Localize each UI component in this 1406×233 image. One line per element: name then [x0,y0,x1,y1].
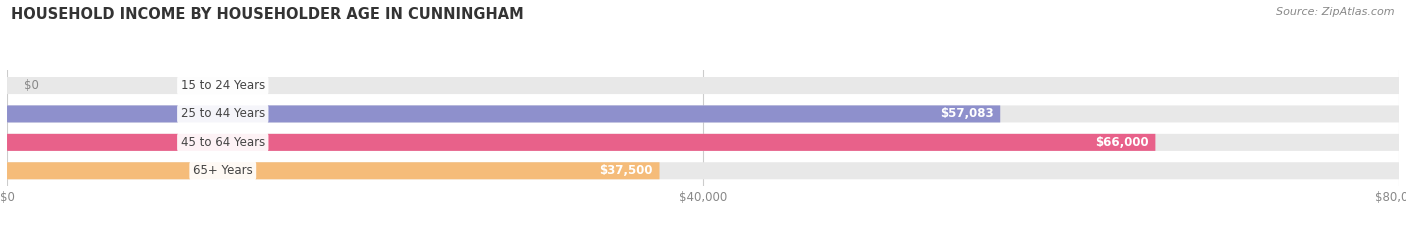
FancyBboxPatch shape [7,134,1156,151]
FancyBboxPatch shape [7,77,1399,94]
Text: $0: $0 [24,79,38,92]
FancyBboxPatch shape [7,134,1399,151]
Text: 15 to 24 Years: 15 to 24 Years [180,79,264,92]
FancyBboxPatch shape [7,105,1399,123]
Text: $37,500: $37,500 [599,164,652,177]
Text: 25 to 44 Years: 25 to 44 Years [180,107,264,120]
FancyBboxPatch shape [7,105,1000,123]
Text: HOUSEHOLD INCOME BY HOUSEHOLDER AGE IN CUNNINGHAM: HOUSEHOLD INCOME BY HOUSEHOLDER AGE IN C… [11,7,524,22]
Text: $66,000: $66,000 [1095,136,1149,149]
Text: Source: ZipAtlas.com: Source: ZipAtlas.com [1277,7,1395,17]
Text: 65+ Years: 65+ Years [193,164,253,177]
FancyBboxPatch shape [7,162,1399,179]
Text: $57,083: $57,083 [939,107,993,120]
Text: 45 to 64 Years: 45 to 64 Years [180,136,264,149]
FancyBboxPatch shape [7,162,659,179]
